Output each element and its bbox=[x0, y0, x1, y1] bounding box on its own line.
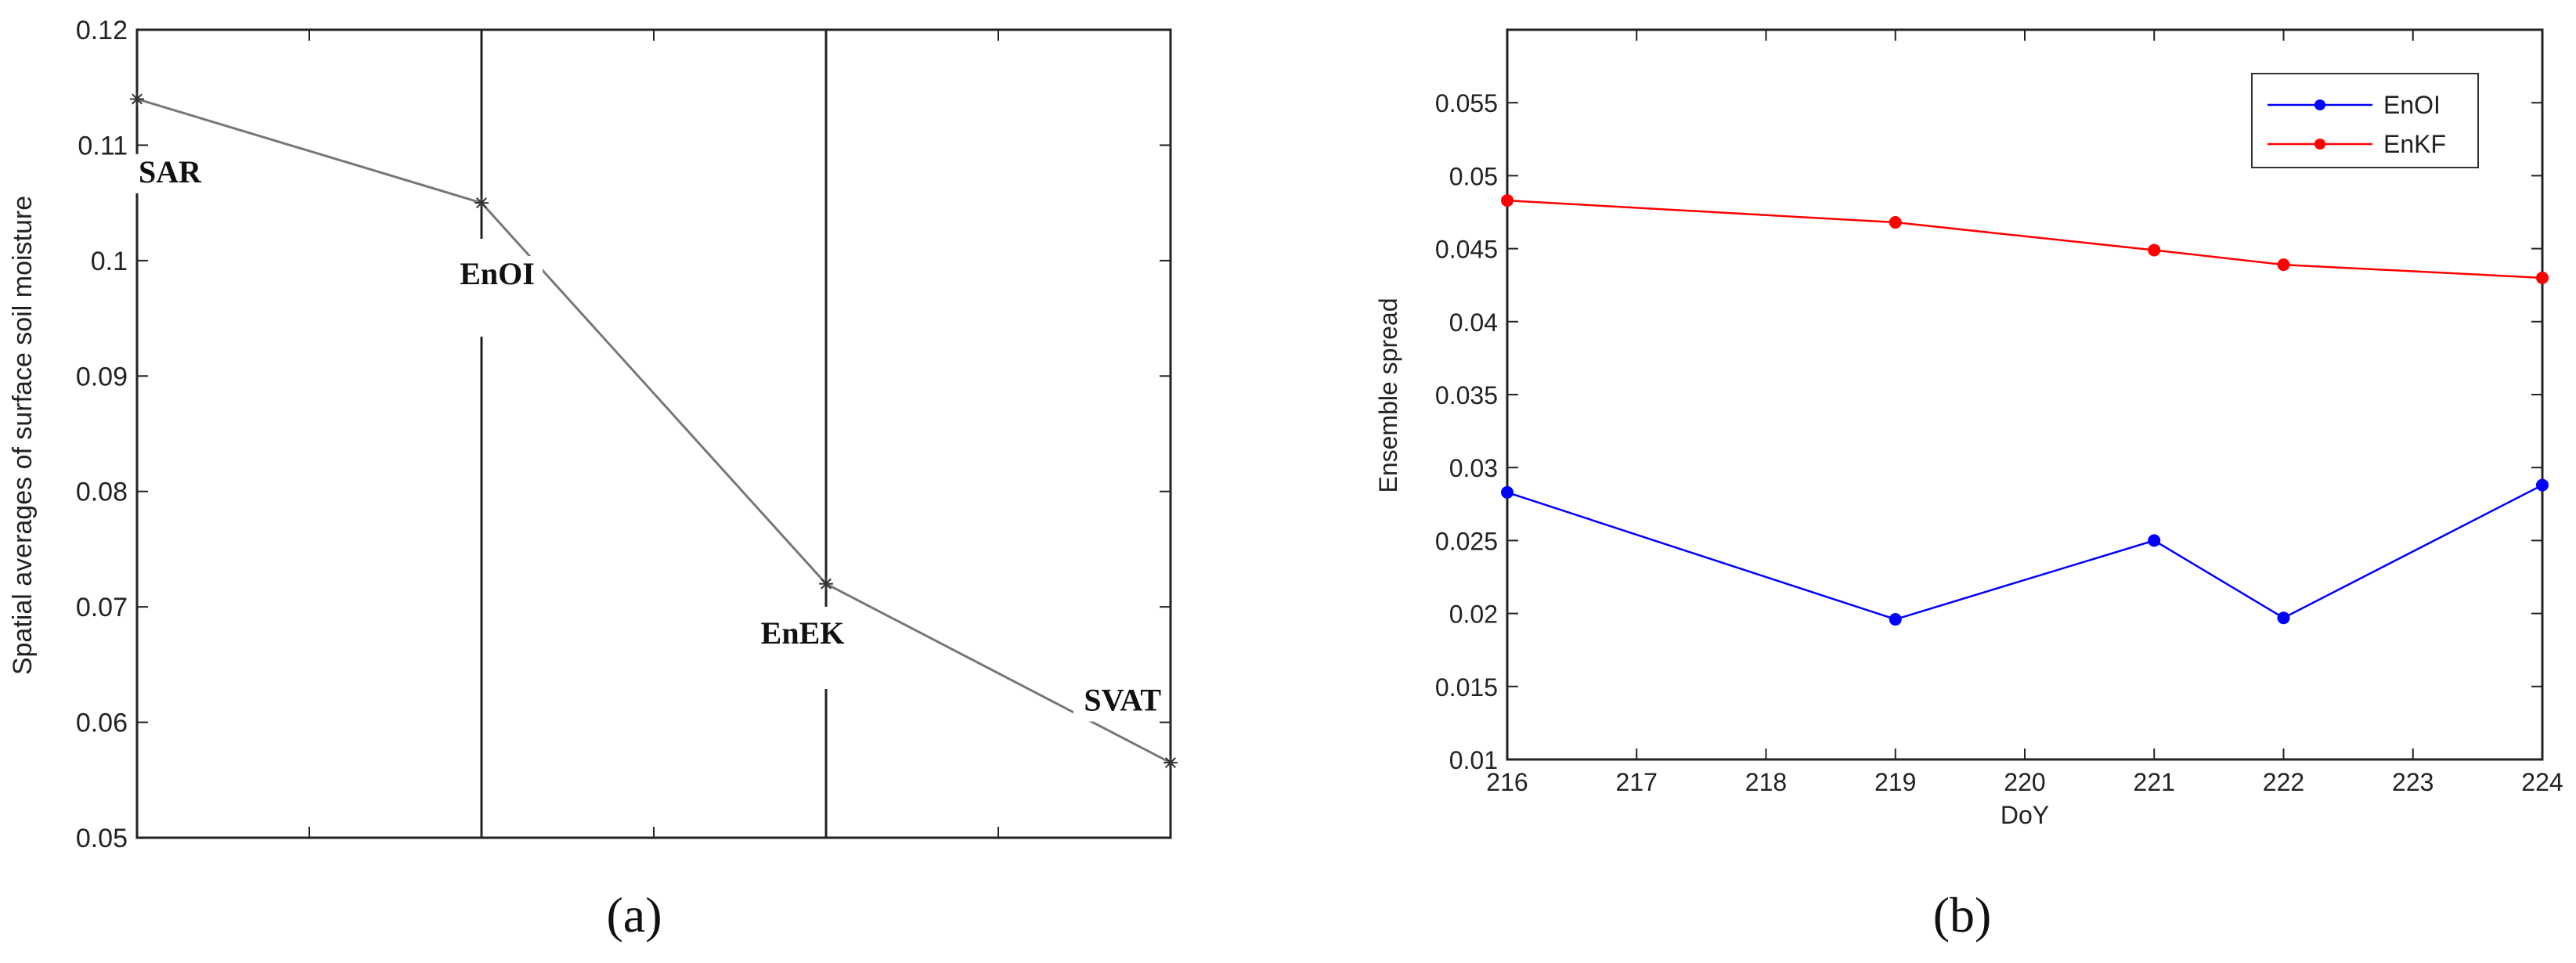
series-marker bbox=[474, 196, 489, 211]
y-tick-label: 0.045 bbox=[1435, 236, 1498, 264]
series-segment bbox=[136, 98, 482, 204]
marker-stroke bbox=[475, 197, 488, 209]
chart-a-y-axis: 0.05 0.06 0.07 0.08 0.09 0.1 0.11 0.12 bbox=[76, 16, 1171, 853]
point-label-enoi: EnOI bbox=[460, 256, 535, 291]
data-point-enoi bbox=[2536, 478, 2549, 492]
y-tick-label: 0.025 bbox=[1435, 527, 1498, 555]
chart-a-series bbox=[130, 92, 1178, 770]
chart-a-vertical-lines bbox=[480, 30, 828, 838]
x-tick-label: 216 bbox=[1486, 768, 1528, 796]
y-tick-label: 0.11 bbox=[78, 131, 128, 160]
data-point-enoi bbox=[1501, 485, 1513, 499]
y-tick-label: 0.04 bbox=[1449, 308, 1498, 337]
chart-b-ylabel: Ensemble spread bbox=[1374, 298, 1402, 492]
marker-stroke bbox=[1164, 757, 1177, 769]
y-tick-label: 0.055 bbox=[1435, 89, 1498, 117]
data-point-enoi bbox=[2277, 611, 2290, 625]
x-tick-label: 224 bbox=[2521, 768, 2563, 796]
legend-label-enkf: EnKF bbox=[2383, 130, 2446, 158]
y-tick-label: 0.03 bbox=[1449, 454, 1498, 482]
chart-a-plot-area bbox=[135, 28, 1172, 839]
x-tick-label: 218 bbox=[1745, 768, 1787, 796]
series-marker bbox=[1164, 756, 1178, 770]
point-label-backdrop bbox=[135, 153, 207, 193]
point-label-sar: SAR bbox=[139, 154, 202, 189]
y-tick-label: 0.08 bbox=[76, 478, 128, 507]
point-label-backdrop bbox=[757, 615, 848, 655]
series-segment bbox=[825, 582, 1171, 764]
y-tick-label: 0.02 bbox=[1449, 601, 1498, 629]
x-tick-label: 221 bbox=[2134, 768, 2175, 796]
legend: EnOI EnKF bbox=[2251, 73, 2479, 168]
x-tick-label: 223 bbox=[2392, 768, 2433, 796]
point-label-backdrop bbox=[452, 255, 543, 295]
data-point-enoi bbox=[1889, 613, 1902, 626]
y-tick-label: 0.06 bbox=[76, 709, 128, 738]
x-tick-label: 220 bbox=[2004, 768, 2045, 796]
marker-stroke bbox=[820, 578, 832, 590]
point-label-enek: EnEK bbox=[761, 615, 845, 651]
x-tick-label: 222 bbox=[2263, 768, 2304, 796]
series-marker bbox=[130, 92, 144, 106]
y-tick-label: 0.09 bbox=[76, 362, 128, 391]
data-point-enkf bbox=[2277, 258, 2290, 272]
data-point-enoi bbox=[2148, 534, 2161, 547]
data-point-enkf bbox=[1501, 194, 1513, 207]
marker-stroke bbox=[131, 93, 143, 105]
y-tick-label: 0.035 bbox=[1435, 381, 1498, 409]
legend-marker-enoi bbox=[2314, 99, 2325, 110]
chart-b-series bbox=[1501, 194, 2549, 626]
chart-b-x-axis: 216 217 218 219 220 221 222 223 224 bbox=[1486, 30, 2563, 796]
legend-box bbox=[2251, 73, 2479, 168]
legend-marker-enkf bbox=[2314, 139, 2325, 150]
point-label-svat: SVAT bbox=[1084, 683, 1161, 718]
point-label-backdrop bbox=[1073, 682, 1164, 722]
chart-b: 0.01 0.015 0.02 0.025 0.03 0.035 0.04 0.045 0.05… bbox=[1374, 28, 2563, 943]
chart-a-ylabel: Spatial averages of surface soil moistur… bbox=[8, 196, 38, 675]
chart-b-y-axis: 0.01 0.015 0.02 0.025 0.03 0.035 0.04 0.045 0.05… bbox=[1435, 89, 2542, 774]
x-tick-label: 217 bbox=[1616, 768, 1658, 796]
y-tick-label: 0.1 bbox=[91, 247, 128, 276]
chart-a-point-labels: SAR EnOI EnEK SVAT bbox=[135, 153, 1164, 722]
chart-b-xlabel: DoY bbox=[2001, 801, 2049, 829]
x-tick-label: 219 bbox=[1874, 768, 1916, 796]
chart-a-panel-label: (a) bbox=[606, 887, 662, 943]
y-tick-label: 0.05 bbox=[1449, 162, 1498, 190]
chart-a: 0.05 0.06 0.07 0.08 0.09 0.1 0.11 0.12 SAR EnOI E… bbox=[8, 16, 1178, 943]
y-tick-label: 0.01 bbox=[1449, 746, 1498, 774]
data-point-enkf bbox=[1889, 216, 1902, 229]
y-tick-label: 0.05 bbox=[76, 824, 128, 853]
y-tick-label: 0.015 bbox=[1435, 673, 1498, 702]
y-tick-label: 0.12 bbox=[76, 16, 128, 45]
series-marker bbox=[819, 576, 833, 591]
chart-b-panel-label: (b) bbox=[1933, 887, 1992, 943]
y-tick-label: 0.07 bbox=[76, 593, 128, 622]
legend-label-enoi: EnOI bbox=[2383, 91, 2441, 119]
data-point-enkf bbox=[2536, 271, 2549, 284]
data-point-enkf bbox=[2148, 243, 2161, 257]
